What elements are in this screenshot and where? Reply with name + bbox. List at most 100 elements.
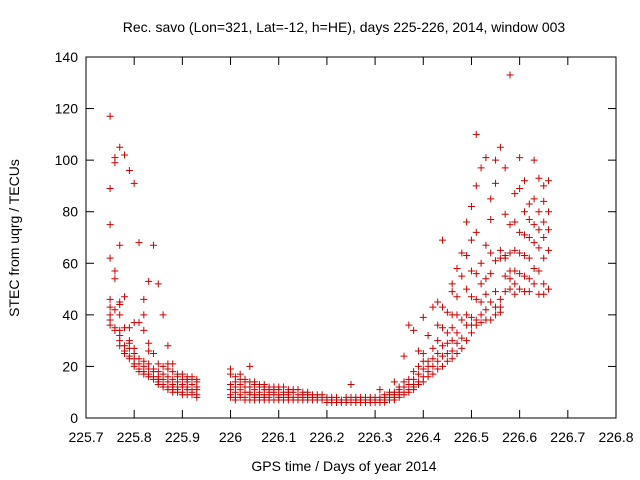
data-point — [246, 362, 254, 370]
data-point — [467, 267, 475, 275]
data-point — [516, 270, 524, 278]
data-point — [429, 362, 437, 370]
data-point — [511, 267, 519, 275]
data-point — [482, 241, 490, 249]
data-point — [106, 303, 114, 311]
data-point — [540, 234, 548, 241]
data-point — [496, 143, 504, 151]
x-axis-ticks: 225.7 225.8 225.9 226 226.1 226.2 226.3 226.4 22… — [68, 57, 634, 445]
data-point — [496, 295, 504, 303]
data-point — [487, 215, 495, 223]
data-point — [434, 365, 442, 373]
data-point — [492, 311, 500, 319]
data-point — [463, 252, 471, 260]
data-point — [424, 373, 432, 381]
data-point — [434, 337, 442, 345]
data-point — [130, 362, 138, 370]
data-point — [516, 154, 524, 162]
data-point — [231, 396, 239, 404]
data-point — [439, 303, 447, 311]
data-point — [439, 236, 447, 244]
data-point — [111, 267, 119, 275]
data-point — [414, 380, 422, 388]
data-point — [443, 357, 451, 365]
data-point — [106, 112, 114, 120]
x-tick-label: 226.2 — [309, 429, 344, 445]
y-axis-label: STEC from uqrg / TECUs — [6, 159, 22, 317]
data-point — [419, 350, 427, 358]
x-tick-label: 226.4 — [406, 429, 441, 445]
y-tick-label: 40 — [62, 307, 78, 323]
x-tick-label: 225.9 — [165, 429, 200, 445]
chart-title: Rec. savo (Lon=321, Lat=-12, h=HE), days… — [123, 19, 566, 35]
data-point — [520, 177, 528, 185]
data-point — [419, 365, 427, 373]
data-point — [535, 208, 543, 216]
data-point — [419, 313, 427, 321]
data-point — [530, 195, 538, 203]
data-point — [467, 236, 475, 244]
data-point — [487, 195, 495, 203]
data-point — [472, 182, 480, 190]
data-point — [540, 254, 548, 262]
data-point — [506, 249, 514, 257]
data-point — [492, 156, 500, 164]
data-point — [492, 257, 500, 265]
data-point — [400, 391, 408, 399]
data-point — [453, 293, 461, 301]
y-tick-label: 100 — [55, 152, 79, 168]
data-point — [111, 159, 119, 167]
data-point — [169, 368, 177, 376]
data-point — [390, 396, 398, 404]
data-point — [501, 210, 509, 218]
data-point — [540, 290, 548, 298]
data-point — [140, 326, 148, 334]
y-axis-ticks: 0 20 40 60 80 100 120 140 — [55, 49, 616, 426]
y-tick-label: 20 — [62, 358, 78, 374]
data-point — [154, 280, 162, 288]
data-point — [111, 306, 119, 314]
data-point — [487, 270, 495, 278]
data-point — [545, 246, 553, 254]
data-point — [125, 166, 133, 174]
data-point — [135, 239, 143, 247]
data-point — [121, 350, 129, 358]
data-point — [395, 393, 403, 401]
data-point — [439, 324, 447, 332]
data-point — [429, 344, 437, 352]
data-point — [410, 368, 418, 376]
data-point — [472, 295, 480, 303]
data-point — [506, 275, 514, 283]
data-point — [463, 285, 471, 293]
data-point — [501, 164, 509, 172]
data-point — [410, 386, 418, 394]
data-point — [535, 174, 543, 182]
x-tick-label: 225.7 — [68, 429, 103, 445]
data-point — [525, 234, 533, 241]
data-point — [414, 347, 422, 355]
x-tick-label: 226.6 — [502, 429, 537, 445]
data-point — [487, 316, 495, 324]
data-point — [106, 295, 114, 303]
data-point — [443, 308, 451, 316]
data-point — [525, 275, 533, 283]
data-point — [424, 331, 432, 339]
y-tick-label: 0 — [70, 410, 78, 426]
data-point — [390, 378, 398, 386]
data-point — [487, 298, 495, 306]
data-point — [429, 303, 437, 311]
data-point — [169, 360, 177, 368]
data-point — [501, 254, 509, 262]
data-point — [106, 321, 114, 329]
data-point — [477, 259, 485, 267]
y-tick-label: 120 — [55, 101, 79, 117]
data-point — [121, 151, 129, 159]
data-point — [516, 249, 524, 257]
data-point — [545, 226, 553, 234]
data-point — [116, 311, 124, 319]
data-point — [121, 293, 129, 301]
data-point — [511, 280, 519, 288]
data-point — [453, 311, 461, 319]
x-axis-label: GPS time / Days of year 2014 — [251, 458, 436, 474]
data-point — [145, 277, 153, 285]
